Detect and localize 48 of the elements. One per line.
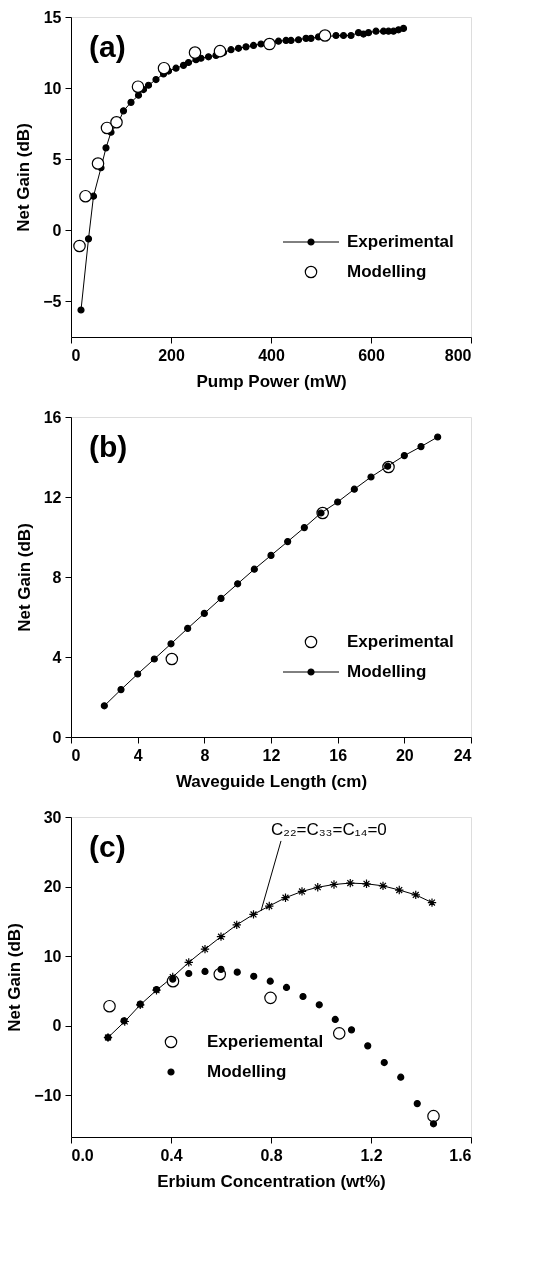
x-axis-title: Pump Power (mW): [196, 371, 347, 391]
legend-label: Experimental: [347, 632, 454, 651]
annotation: (c): [89, 830, 126, 863]
legend-label: Modelling: [347, 262, 427, 281]
x-tick-label: 800: [444, 346, 472, 364]
x-tick-label: 0.8: [260, 1146, 283, 1164]
y-tick-label: 0: [52, 221, 62, 239]
annotation: (b): [89, 430, 128, 463]
x-tick-label: 1.6: [449, 1146, 472, 1164]
y-tick-label: 15: [43, 8, 62, 26]
y-tick-label: 10: [43, 947, 62, 965]
x-tick-label: 0.4: [160, 1146, 183, 1164]
x-tick-label: 400: [258, 346, 285, 364]
x-tick-label: 1.2: [360, 1146, 383, 1164]
x-axis-title: Erbium Concentration (wt%): [157, 1171, 386, 1191]
y-tick-label: −5: [43, 292, 62, 310]
y-tick-label: 4: [52, 648, 62, 666]
x-tick-label: 24: [453, 746, 472, 764]
x-tick-label: 0: [71, 746, 81, 764]
legend-label: Modelling: [347, 662, 427, 681]
y-tick-label: 0: [52, 1017, 62, 1035]
y-axis-title: Net Gain (dB): [14, 523, 34, 632]
annotation: C₂₂=C₃₃=C₁₄=0: [271, 819, 387, 839]
y-tick-label: 16: [43, 408, 62, 426]
annotation: (a): [89, 30, 126, 63]
y-tick-label: 12: [43, 488, 62, 506]
x-tick-label: 4: [133, 746, 143, 764]
x-tick-label: 8: [200, 746, 210, 764]
x-tick-label: 0.0: [71, 1146, 94, 1164]
y-tick-label: 10: [43, 79, 62, 97]
x-tick-label: 200: [158, 346, 185, 364]
y-axis-title: Net Gain (dB): [14, 123, 34, 232]
x-tick-label: 20: [395, 746, 414, 764]
y-tick-label: 20: [43, 878, 62, 896]
y-tick-label: 30: [43, 808, 62, 826]
y-tick-label: 8: [52, 568, 62, 586]
x-axis-title: Waveguide Length (cm): [175, 771, 368, 791]
y-tick-label: 0: [52, 728, 62, 746]
x-tick-label: 600: [358, 346, 385, 364]
x-tick-label: 16: [329, 746, 348, 764]
y-tick-label: 5: [52, 150, 62, 168]
x-tick-label: 12: [262, 746, 281, 764]
legend-label: Modelling: [207, 1062, 287, 1081]
x-tick-label: 0: [71, 346, 81, 364]
y-tick-label: −10: [34, 1086, 62, 1104]
legend-label: Experiemental: [207, 1032, 324, 1051]
y-axis-title: Net Gain (dB): [5, 923, 25, 1032]
legend-label: Experimental: [347, 232, 454, 251]
